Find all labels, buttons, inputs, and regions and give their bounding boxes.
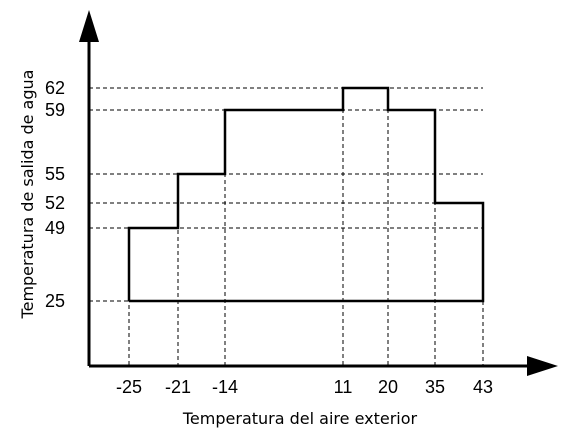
- operating-envelope-line: [127, 86, 485, 303]
- x-axis-arrow: [527, 356, 558, 376]
- y-tick-label: 55: [45, 164, 65, 184]
- x-tick-label: -21: [165, 377, 191, 397]
- x-tick-labels: -25 -21 -14 11 20 35 43: [116, 377, 493, 397]
- y-axis-arrow: [79, 10, 99, 42]
- y-tick-label: 49: [45, 218, 65, 238]
- x-tick-label: 20: [378, 377, 398, 397]
- x-tick-label: 35: [425, 377, 445, 397]
- x-tick-label: 43: [473, 377, 493, 397]
- x-tick-label: 11: [334, 377, 353, 397]
- x-axis-title: Temperatura del aire exterior: [182, 409, 418, 428]
- x-tick-label: -14: [212, 377, 238, 397]
- y-tick-label: 62: [45, 78, 65, 98]
- y-tick-label: 59: [45, 100, 65, 120]
- x-tick-label: -25: [116, 377, 142, 397]
- y-tick-label: 52: [45, 193, 65, 213]
- y-tick-label: 25: [45, 291, 65, 311]
- y-axis-title: Temperatura de salida de agua: [18, 70, 37, 320]
